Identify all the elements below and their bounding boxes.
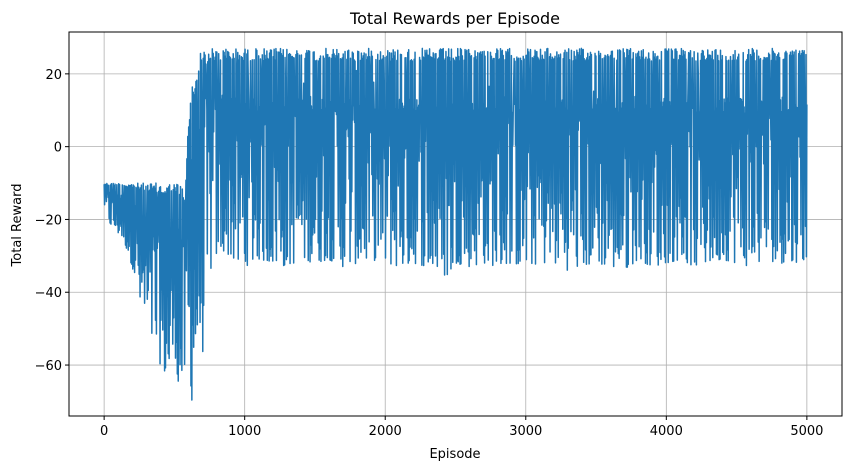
x-tick-label: 2000 bbox=[369, 424, 402, 439]
y-tick-label: 0 bbox=[54, 141, 62, 156]
y-tick-label: −60 bbox=[35, 359, 62, 374]
x-tick-label: 0 bbox=[100, 424, 108, 439]
x-tick-label: 4000 bbox=[650, 424, 683, 439]
x-tick-label: 3000 bbox=[509, 424, 542, 439]
x-tick-label: 5000 bbox=[790, 424, 823, 439]
y-tick-label: −20 bbox=[35, 213, 62, 228]
plot-frame bbox=[68, 31, 843, 417]
axes: 0 1000 2000 3000 4000 5000 −60 −40 −20 0 20 bbox=[35, 31, 843, 439]
y-tick-label: −40 bbox=[35, 286, 62, 301]
chart-title: Total Rewards per Episode bbox=[349, 9, 560, 28]
y-axis-title: Total Reward bbox=[10, 184, 25, 268]
series-layer bbox=[103, 47, 808, 401]
x-axis-title: Episode bbox=[429, 447, 480, 462]
x-tick-label: 1000 bbox=[228, 424, 261, 439]
series-line bbox=[103, 47, 808, 401]
y-tick-label: 20 bbox=[45, 68, 62, 83]
